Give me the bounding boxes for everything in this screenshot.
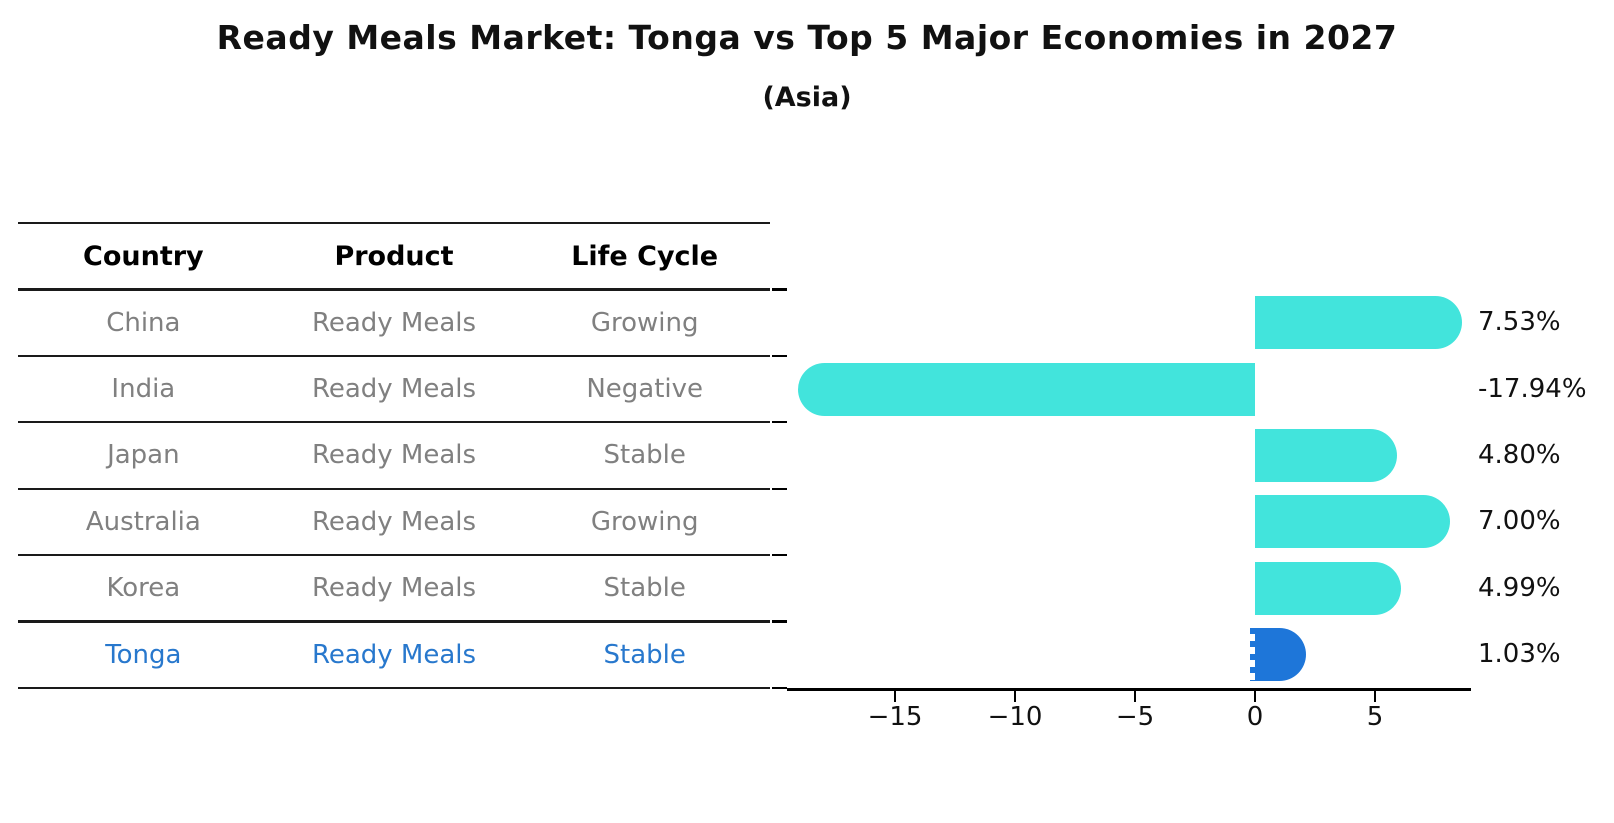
cell-country: Tonga	[105, 639, 182, 670]
cell-life-cycle: Stable	[603, 440, 686, 471]
bar-korea	[1255, 561, 1402, 615]
cell-country: Australia	[85, 506, 201, 537]
table-row-india: India Ready Meals Negative	[18, 356, 770, 422]
chart-subtitle: (Asia)	[762, 82, 852, 113]
bar-australia	[1255, 495, 1450, 549]
value-label-tonga: 1.03%	[1478, 639, 1561, 670]
table-row-japan: Japan Ready Meals Stable	[18, 422, 770, 488]
column-header-life-cycle: Life Cycle	[571, 240, 719, 272]
chart-title: Ready Meals Market: Tonga vs Top 5 Major…	[216, 18, 1398, 57]
cell-product: Ready Meals	[311, 639, 477, 670]
value-label-japan: 4.80%	[1478, 439, 1561, 470]
x-axis-tick	[1253, 691, 1257, 702]
x-axis-line	[787, 688, 1471, 691]
bar-japan	[1255, 428, 1397, 482]
x-axis-tick-label: 5	[1366, 702, 1384, 732]
x-axis-tick	[893, 691, 897, 702]
x-axis-tick-label: −15	[867, 702, 923, 732]
table-border-line	[18, 288, 770, 291]
x-axis-tick	[1373, 691, 1377, 702]
cell-product: Ready Meals	[311, 374, 477, 405]
x-axis-tick	[1013, 691, 1017, 702]
cell-life-cycle: Negative	[586, 374, 704, 405]
bar-india	[797, 362, 1255, 416]
y-axis-tick	[772, 487, 787, 490]
y-axis-tick	[772, 354, 787, 358]
x-axis-tick-label: −5	[1115, 702, 1155, 732]
value-label-korea: 4.99%	[1478, 572, 1561, 603]
table-row-australia: Australia Ready Meals Growing	[18, 489, 770, 555]
bar-tonga	[1255, 628, 1307, 682]
cell-country: India	[111, 374, 176, 405]
cell-country: Japan	[107, 440, 180, 471]
y-axis-tick	[772, 553, 787, 557]
table-row-china: China Ready Meals Growing	[18, 289, 770, 355]
table-border-line	[18, 354, 770, 358]
cell-product: Ready Meals	[311, 506, 477, 537]
table-border-line	[18, 620, 770, 623]
y-axis-tick	[772, 421, 787, 424]
x-axis-tick-label: −10	[987, 702, 1043, 732]
cell-life-cycle: Growing	[590, 307, 699, 338]
value-label-australia: 7.00%	[1478, 506, 1561, 537]
y-axis-tick	[772, 686, 787, 690]
column-header-country: Country	[83, 240, 204, 272]
table-row-tonga: Tonga Ready Meals Stable	[18, 622, 770, 688]
value-label-china: 7.53%	[1478, 307, 1561, 338]
cell-product: Ready Meals	[311, 440, 477, 471]
x-axis-tick-label: 0	[1246, 702, 1264, 732]
cell-life-cycle: Stable	[603, 573, 686, 604]
cell-product: Ready Meals	[311, 573, 477, 604]
cell-country: Korea	[106, 573, 181, 604]
table-border-line	[18, 421, 770, 424]
bar-china	[1255, 296, 1463, 350]
table-border-line	[18, 686, 770, 690]
table-border-line	[18, 221, 770, 225]
cell-product: Ready Meals	[311, 307, 477, 338]
cell-country: China	[106, 307, 181, 338]
y-axis-tick	[772, 288, 787, 291]
table-row-header: Country Product Life Cycle	[18, 223, 770, 289]
table-row-korea: Korea Ready Meals Stable	[18, 555, 770, 621]
table-border-line	[18, 553, 770, 557]
highlight-bar-dashed-edge	[1250, 628, 1255, 682]
column-header-product: Product	[334, 240, 454, 272]
value-label-india: -17.94%	[1478, 373, 1587, 404]
table-border-line	[18, 487, 770, 490]
x-axis-tick	[1133, 691, 1137, 702]
y-axis-tick	[772, 620, 787, 623]
cell-life-cycle: Growing	[590, 506, 699, 537]
cell-life-cycle: Stable	[603, 639, 686, 670]
